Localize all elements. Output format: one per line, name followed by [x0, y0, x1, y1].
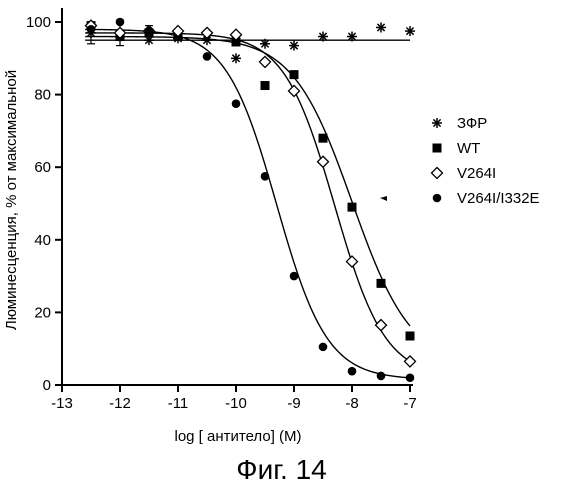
data-point-diamond [202, 27, 213, 38]
y-tick-label: 20 [34, 304, 51, 321]
y-tick-label: 60 [34, 159, 51, 176]
fit-curve [85, 37, 410, 326]
data-point-square [261, 81, 270, 90]
data-point-square [319, 134, 328, 143]
x-axis-label: log [ антитело] (М) [174, 428, 301, 445]
data-point-asterisk [289, 41, 299, 51]
y-tick-label: 40 [34, 232, 51, 249]
data-point-square [290, 70, 299, 79]
x-tick-label: -7 [403, 395, 416, 412]
data-point-asterisk [405, 26, 415, 36]
data-point-square [348, 203, 357, 212]
data-points [86, 18, 416, 382]
x-tick-label: -13 [51, 395, 73, 412]
x-tick-label: -8 [345, 395, 358, 412]
data-point-circle [406, 373, 415, 382]
fit-curve [85, 33, 410, 361]
data-point-square [377, 279, 386, 288]
data-point-diamond [260, 56, 271, 67]
data-point-circle [319, 343, 328, 352]
figure-caption: Фиг. 14 [0, 454, 563, 486]
data-point-circle [377, 372, 386, 381]
ticks: -13 -12 -11 -10 -9 -8 -7 0 20 40 60 80 100 [26, 14, 417, 412]
data-point-asterisk [231, 53, 241, 63]
legend-marker-diamond [432, 168, 443, 179]
data-point-circle [145, 27, 154, 36]
data-point-asterisk [260, 39, 270, 49]
x-tick-label: -10 [225, 395, 247, 412]
fit-curve [85, 29, 410, 377]
data-point-asterisk [318, 32, 328, 42]
data-point-circle [116, 18, 125, 27]
legend-marker-square [433, 144, 442, 153]
data-point-asterisk [376, 22, 386, 32]
y-tick-label: 80 [34, 87, 51, 104]
x-tick-label: -12 [109, 395, 131, 412]
x-tick-label: -11 [168, 395, 189, 412]
data-point-diamond [347, 256, 358, 267]
legend-label: WT [457, 140, 480, 157]
data-point-square [406, 331, 415, 340]
legend-marker-asterisk [432, 118, 442, 128]
data-point-diamond [318, 156, 329, 167]
legend-label: V264I [457, 165, 496, 182]
y-tick-label: 0 [43, 377, 51, 394]
legend: ЗФР WT V264I V264I/I332E [432, 115, 540, 207]
data-point-circle [87, 25, 96, 34]
data-point-circle [203, 52, 212, 61]
data-point-circle [232, 99, 241, 108]
fit-curves [85, 29, 410, 377]
stray-mark [380, 196, 387, 201]
data-point-diamond [405, 356, 416, 367]
data-point-circle [348, 367, 357, 376]
data-point-circle [261, 172, 270, 181]
y-axis-label: Люминесценция, % от максимальной [3, 70, 20, 330]
data-point-asterisk [347, 32, 357, 42]
legend-label: V264I/I332E [457, 190, 540, 207]
legend-marker-circle [433, 194, 442, 203]
axes [62, 8, 413, 385]
y-tick-label: 100 [26, 14, 51, 31]
data-point-circle [290, 272, 299, 281]
chart: -13 -12 -11 -10 -9 -8 -7 0 20 40 60 80 100 log [ ант… [0, 0, 563, 450]
data-point-diamond [289, 85, 300, 96]
legend-label: ЗФР [457, 115, 487, 132]
x-tick-label: -9 [287, 395, 300, 412]
data-point-diamond [376, 320, 387, 331]
